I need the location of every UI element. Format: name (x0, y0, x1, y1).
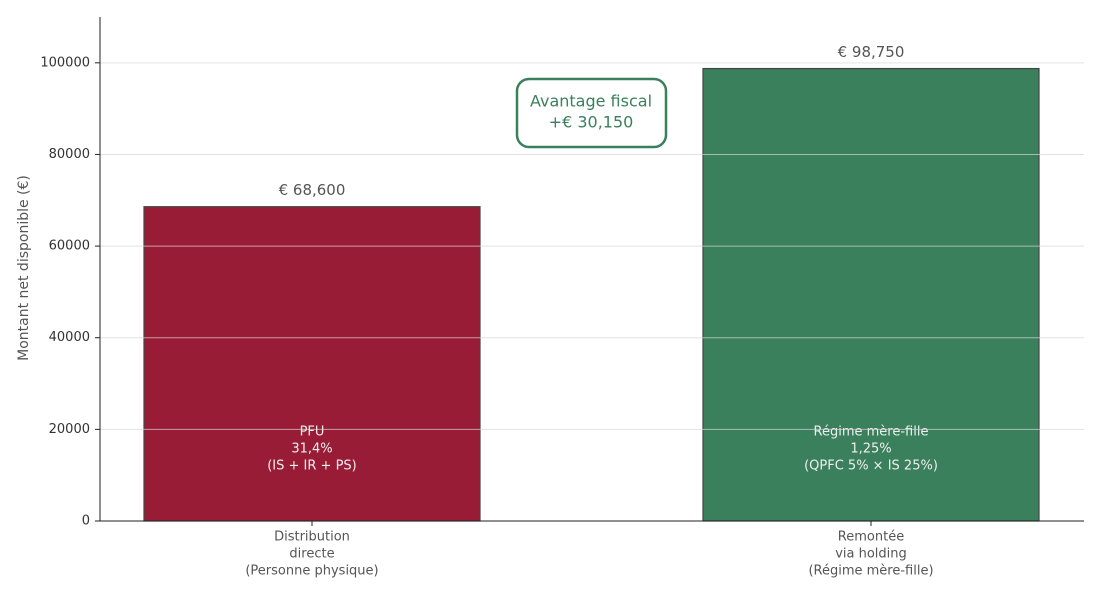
bar-annotation: 1,25% (850, 442, 891, 457)
bar (143, 206, 481, 522)
y-tick-label: 0 (82, 514, 90, 529)
x-tick-label: via holding (835, 547, 907, 562)
x-tick-label: Distribution (274, 530, 350, 545)
y-tick-label: 80000 (49, 147, 90, 162)
bar-annotation: (QPFC 5% × IS 25%) (804, 459, 938, 474)
bar-annotation: Régime mère-fille (814, 425, 929, 440)
x-tick-label: (Personne physique) (245, 564, 378, 579)
callout-text: Avantage fiscal (530, 92, 652, 111)
x-tick-label: directe (289, 547, 334, 562)
y-tick-label: 20000 (49, 422, 90, 437)
bar-annotation: (IS + IR + PS) (267, 459, 357, 474)
bar-annotation: 31,4% (291, 442, 332, 457)
y-tick-label: 40000 (49, 330, 90, 345)
bar-annotation: PFU (300, 425, 325, 440)
y-axis-label: Montant net disponible (€) (16, 175, 32, 361)
y-tick-label: 100000 (40, 55, 90, 70)
value-label: € 68,600 (279, 181, 346, 199)
value-label: € 98,750 (838, 43, 905, 61)
callout-text: +€ 30,150 (549, 113, 634, 132)
y-tick-label: 60000 (49, 239, 90, 254)
callout-box (515, 77, 668, 149)
x-tick-label: (Régime mère-fille) (808, 564, 933, 579)
x-tick-label: Remontée (838, 530, 904, 545)
